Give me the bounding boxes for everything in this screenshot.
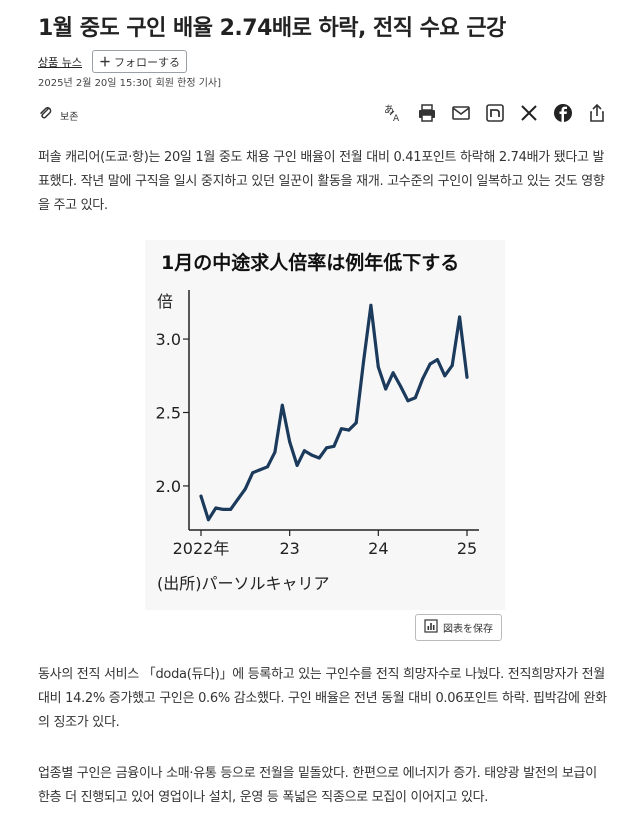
publish-date: 2025년 2월 20일 15:30[ 회원 한정 기사] — [38, 78, 222, 89]
x-tick-label: 23 — [279, 539, 299, 558]
plus-icon: ＋ — [98, 55, 111, 69]
data-point — [243, 487, 247, 491]
data-point — [317, 456, 321, 460]
data-point — [295, 463, 299, 467]
data-point — [428, 362, 432, 366]
note-icon[interactable] — [484, 102, 506, 124]
mail-icon[interactable] — [450, 102, 472, 124]
data-point — [443, 374, 447, 378]
y-tick-label: 2.5 — [156, 404, 181, 423]
data-point — [214, 506, 218, 510]
facebook-icon[interactable] — [552, 102, 574, 124]
y-tick-label: 2.0 — [156, 477, 181, 496]
article-headline: 1월 중도 구인 배율 2.74배로 하락, 전직 수요 근강 — [38, 16, 506, 41]
data-point — [258, 468, 262, 472]
data-point — [391, 371, 395, 375]
chart-source: (出所)パーソルキャリア — [157, 574, 330, 593]
x-tick-label: 2022年 — [173, 539, 230, 558]
save-article-button[interactable]: 보존 — [38, 106, 78, 125]
y-axis-unit: 倍 — [157, 292, 174, 311]
data-point — [310, 453, 314, 457]
data-point — [399, 384, 402, 388]
data-point — [288, 440, 292, 444]
data-point — [332, 444, 336, 448]
data-point — [406, 399, 410, 403]
data-point — [280, 403, 284, 407]
data-point — [450, 364, 454, 367]
chart-title: 1月の中途求人倍率は例年低下する — [161, 252, 460, 274]
data-point — [325, 446, 329, 450]
svg-text:あ: あ — [384, 104, 394, 116]
share-icon[interactable] — [586, 102, 608, 124]
article-paragraph-3: 업종별 구인은 금융이나 소매·유통 등으로 전월을 밑돌았다. 한편으로 에너… — [38, 766, 597, 805]
data-point — [369, 303, 373, 307]
save-label: 보존 — [60, 112, 79, 123]
data-point — [206, 518, 210, 522]
data-point — [413, 396, 417, 400]
series-line — [199, 303, 469, 522]
data-point — [435, 358, 439, 362]
y-tick-label: 3.0 — [156, 330, 181, 349]
line-chart: 2.0 2.5 3.0 2022年 23 24 25 — [156, 290, 479, 558]
save-chart-button[interactable]: 図表を保存 — [415, 614, 502, 641]
data-point — [251, 471, 255, 475]
data-point — [229, 507, 233, 511]
data-point — [458, 315, 462, 319]
paperclip-icon — [38, 106, 54, 125]
data-point — [384, 387, 388, 391]
x-tick-label: 25 — [457, 539, 477, 558]
article-paragraph-1: 퍼솔 캐리어(도쿄·항)는 20일 1월 중도 채용 구인 배율이 전월 대비 … — [38, 150, 605, 213]
data-point — [465, 375, 469, 379]
save-chart-label: 図表を保存 — [443, 624, 493, 635]
article-paragraph-2: 동사의 전직 서비스 「doda(듀다)」에 등록하고 있는 구인수를 전직 희… — [38, 667, 607, 730]
data-point — [236, 497, 240, 501]
data-point — [347, 428, 351, 432]
data-point — [273, 450, 277, 454]
x-tick-label: 24 — [368, 539, 388, 558]
follow-button[interactable]: ＋ フォローする — [91, 50, 187, 73]
print-icon[interactable] — [416, 102, 438, 124]
chart-figure: 1月の中途求人倍率は例年低下する 倍 2.0 2.5 3.0 2022年 23 24 25 … — [145, 240, 505, 610]
data-point — [362, 359, 366, 363]
follow-label: フォローする — [114, 55, 180, 69]
chart-icon — [424, 619, 438, 636]
svg-text:A: A — [393, 114, 400, 123]
topic-link[interactable]: 상품 뉴스 — [38, 55, 82, 69]
data-point — [221, 507, 225, 511]
data-point — [421, 377, 425, 381]
data-point — [376, 365, 380, 369]
x-icon[interactable] — [518, 102, 540, 124]
data-point — [199, 494, 203, 498]
meta-row: 상품 뉴스 ＋ フォローする — [38, 50, 187, 73]
data-point — [354, 421, 358, 425]
data-point — [302, 449, 306, 453]
data-point — [266, 465, 269, 469]
data-point — [339, 427, 343, 431]
